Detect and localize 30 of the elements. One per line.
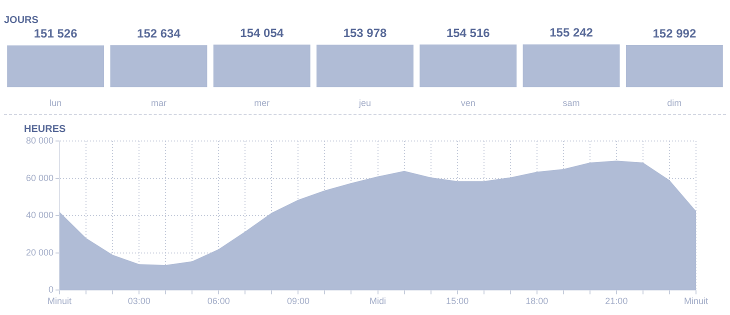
x-tick-label: 15:00: [446, 296, 469, 306]
x-tick-label: dim: [667, 98, 682, 108]
x-tick-label: Minuit: [684, 296, 708, 306]
data-label: 155 242: [550, 26, 594, 40]
y-tick-label: 0: [48, 284, 54, 295]
data-label: 154 054: [240, 26, 284, 40]
x-tick-label: lun: [50, 98, 62, 108]
x-tick-label: 03:00: [128, 296, 150, 306]
x-tick-label: mar: [150, 98, 166, 108]
x-tick-label: 09:00: [286, 296, 310, 306]
x-tick-label: 21:00: [605, 296, 628, 306]
x-tick-label: Minuit: [48, 296, 72, 306]
chart-title: JOURS: [4, 14, 39, 26]
data-label: 152 992: [652, 26, 696, 40]
y-tick-label: 40 000: [26, 210, 54, 220]
x-tick-label: Midi: [370, 296, 386, 306]
x-tick-label: ven: [460, 98, 476, 108]
x-tick-label: 18:00: [526, 296, 548, 306]
x-tick-label: jeu: [358, 98, 372, 108]
data-label: 151 526: [34, 26, 78, 41]
x-tick-label: sam: [562, 98, 580, 108]
y-tick-label: 80 000: [26, 135, 54, 146]
data-label: 153 978: [343, 26, 388, 40]
y-tick-label: 20 000: [26, 247, 54, 258]
data-label: 152 634: [137, 26, 181, 40]
x-tick-label: mer: [254, 98, 270, 108]
data-label: 154 516: [446, 26, 490, 40]
chart-title: HEURES: [24, 124, 66, 135]
x-tick-label: 06:00: [207, 296, 230, 306]
y-tick-label: 60 000: [26, 172, 54, 183]
